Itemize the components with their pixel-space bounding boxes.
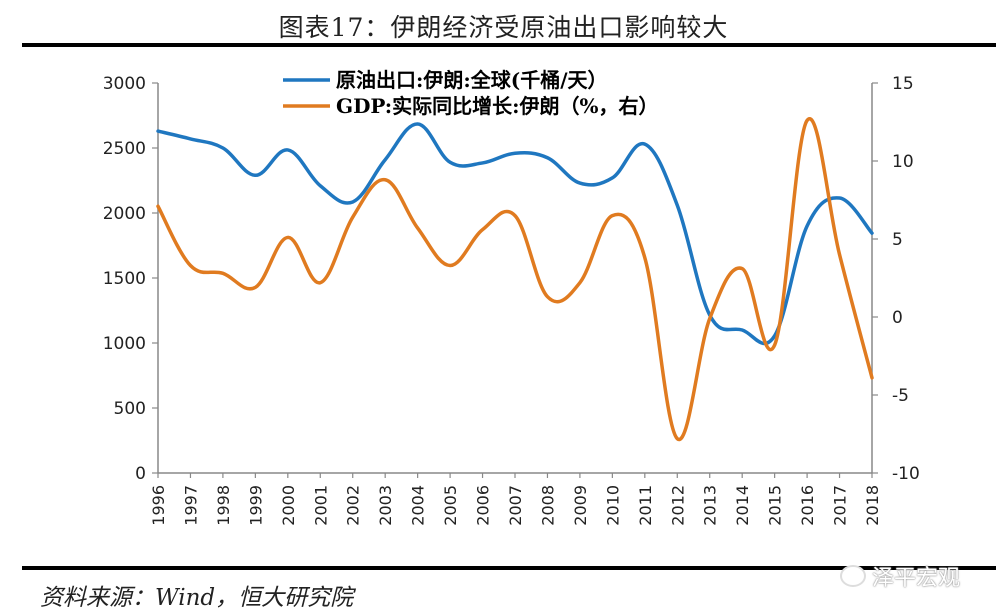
y-left-tick-label: 1500 [103, 269, 146, 289]
y-left-tick-label: 3000 [103, 74, 146, 94]
y-left-tick-label: 2500 [103, 139, 146, 159]
x-tick-label: 2001 [311, 485, 330, 526]
source-note: 资料来源：Wind，恒大研究院 [40, 585, 354, 611]
x-tick-label: 2018 [863, 485, 882, 526]
x-tick-label: 2002 [344, 485, 363, 526]
series-line-gdp-growth [156, 116, 874, 442]
x-tick-label: 2015 [766, 485, 785, 526]
x-tick-label: 2014 [733, 485, 752, 526]
y-right-tick-label: 15 [892, 74, 914, 94]
x-tick-label: 2007 [506, 485, 525, 526]
top-divider [22, 43, 996, 47]
x-tick-label: 2016 [798, 485, 817, 526]
x-tick-label: 2006 [474, 485, 493, 526]
legend-label-oil: 原油出口:伊朗:全球(千桶/天） [336, 68, 608, 92]
y-right-tick-label: -10 [892, 464, 920, 484]
chart-title: 图表17：伊朗经济受原油出口影响较大 [278, 13, 729, 42]
y-right-tick-label: -5 [892, 386, 909, 406]
series-lines [156, 116, 874, 442]
x-tick-label: 2009 [571, 485, 590, 526]
y-right-tick-label: 0 [892, 308, 903, 328]
y-left-tick-label: 0 [135, 464, 146, 484]
x-tick-label: 2017 [831, 485, 850, 526]
x-tick-label: 1996 [149, 485, 168, 526]
y-left-tick-label: 500 [114, 399, 146, 419]
x-tick-label: 1997 [181, 485, 200, 526]
x-tick-label: 2010 [603, 485, 622, 526]
x-tick-label: 2008 [538, 485, 557, 526]
legend: 原油出口:伊朗:全球(千桶/天） GDP:实际同比增长:伊朗（%，右） [283, 68, 659, 118]
y-left-tick-label: 1000 [103, 334, 146, 354]
y-right-tick-label: 10 [892, 152, 914, 172]
x-tick-label: 2000 [279, 485, 298, 526]
x-tick-label: 2005 [441, 485, 460, 526]
chart: 0 500 1000 1500 2000 2500 3000 -10 -5 0 5 10 15 1996 1… [103, 68, 920, 526]
axes: 0 500 1000 1500 2000 2500 3000 -10 -5 0 5 10 15 1996 1… [103, 74, 920, 526]
bottom-divider [22, 566, 996, 570]
watermark: 泽平宏观 [840, 560, 960, 592]
x-tick-label: 2004 [409, 485, 428, 526]
y-left-tick-label: 2000 [103, 204, 146, 224]
x-tick-label: 2003 [376, 485, 395, 526]
legend-label-gdp: GDP:实际同比增长:伊朗（%，右） [336, 94, 659, 118]
wechat-icon [840, 565, 866, 587]
watermark-text: 泽平宏观 [872, 566, 961, 591]
series-line-oil-exports [156, 122, 874, 346]
x-tick-label: 1998 [214, 485, 233, 526]
x-tick-label: 2013 [701, 485, 720, 526]
x-tick-label: 2011 [636, 485, 655, 526]
x-tick-label: 1999 [246, 485, 265, 526]
y-right-tick-label: 5 [892, 230, 903, 250]
x-tick-label: 2012 [668, 485, 687, 526]
